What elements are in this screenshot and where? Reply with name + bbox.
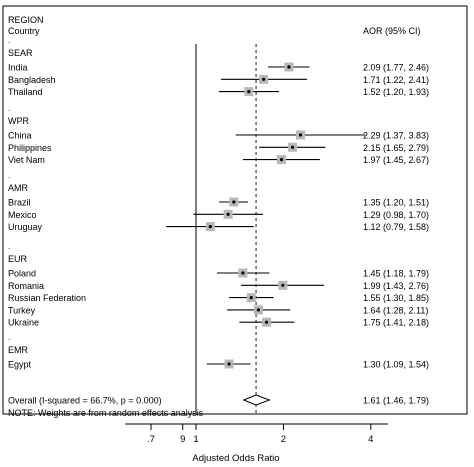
study-estimate-text: 1.29 (0.98, 1.70) — [363, 210, 429, 220]
x-tick-label: 2 — [281, 434, 286, 445]
header-subgroup-label: Country — [8, 26, 40, 36]
x-tick-label: 4 — [368, 434, 373, 445]
overall-estimate-text: 1.61 (1.46, 1.79) — [363, 396, 429, 406]
point-estimate — [298, 133, 303, 137]
note-text: NOTE: Weights are from random effects an… — [8, 408, 204, 418]
study-label: Brazil — [8, 198, 31, 208]
x-tick-label: 9 — [180, 434, 185, 445]
study-estimate-text: 1.35 (1.20, 1.51) — [363, 198, 429, 208]
study-estimate-text: 2.15 (1.65, 2.79) — [363, 143, 429, 153]
study-label: China — [8, 131, 32, 141]
study-estimate-text: 2.09 (1.77, 2.46) — [363, 63, 429, 73]
group-label: WPR — [8, 116, 29, 126]
x-tick-label: 1 — [193, 434, 198, 445]
study-estimate-text: 1.30 (1.09, 1.54) — [363, 360, 429, 370]
group-label: EMR — [8, 345, 29, 355]
overall-label: Overall (I-squared = 66.7%, p = 0.000) — [8, 396, 162, 406]
x-tick-label: .7 — [147, 434, 155, 445]
group-label: EUR — [8, 254, 28, 264]
study-estimate-text: 1.64 (1.28, 2.11) — [363, 305, 428, 315]
x-axis-title: Adjusted Odds Ratio — [192, 453, 279, 464]
study-estimate-text: 1.71 (1.22, 2.41) — [363, 75, 429, 85]
study-label: Ukraine — [8, 318, 39, 328]
group-spacer-dot: . — [8, 242, 10, 251]
header-estimate-label: AOR (95% CI) — [363, 26, 421, 36]
group-spacer-dot: . — [8, 333, 10, 342]
point-estimate — [249, 296, 253, 300]
study-label: Romania — [8, 281, 44, 291]
point-estimate — [256, 308, 260, 312]
group-spacer-dot: . — [8, 36, 10, 45]
point-estimate — [226, 212, 230, 216]
point-estimate — [241, 271, 245, 275]
study-estimate-text: 1.52 (1.20, 1.93) — [363, 87, 429, 97]
group-spacer-dot: . — [8, 104, 10, 113]
study-label: Philippines — [8, 143, 52, 153]
study-label: Bangladesh — [8, 75, 56, 85]
study-label: Uruguay — [8, 222, 43, 232]
point-estimate — [281, 283, 285, 287]
study-label: Thailand — [8, 87, 43, 97]
study-estimate-text: 1.99 (1.43, 2.76) — [363, 281, 429, 291]
plot-border — [2, 5, 468, 415]
study-estimate-text: 1.12 (0.79, 1.58) — [363, 222, 429, 232]
overall-diamond — [242, 394, 271, 406]
study-label: Viet Nam — [8, 155, 45, 165]
point-estimate — [227, 362, 231, 366]
study-label: Poland — [8, 269, 36, 279]
point-estimate — [232, 200, 236, 204]
study-estimate-text: 1.45 (1.18, 1.79) — [363, 269, 429, 279]
group-label: AMR — [8, 183, 29, 193]
point-estimate — [279, 158, 284, 162]
study-label: Russian Federation — [8, 293, 86, 303]
study-label: Mexico — [8, 210, 37, 220]
study-label: Egypt — [8, 360, 32, 370]
study-estimate-text: 1.75 (1.41, 2.18) — [363, 318, 429, 328]
study-estimate-text: 1.55 (1.30, 1.85) — [363, 293, 429, 303]
group-spacer-dot: . — [8, 171, 10, 180]
point-estimate — [208, 225, 212, 229]
study-label: India — [8, 63, 28, 73]
point-estimate — [290, 145, 295, 149]
point-estimate — [264, 320, 269, 324]
study-estimate-text: 1.97 (1.45, 2.67) — [363, 155, 429, 165]
study-estimate-text: 2.29 (1.37, 3.83) — [363, 131, 429, 141]
header-group-label: REGION — [8, 15, 44, 25]
study-label: Turkey — [8, 305, 36, 315]
point-estimate — [262, 77, 266, 81]
group-label: SEAR — [8, 48, 33, 58]
point-estimate — [247, 90, 251, 94]
point-estimate — [287, 65, 291, 69]
